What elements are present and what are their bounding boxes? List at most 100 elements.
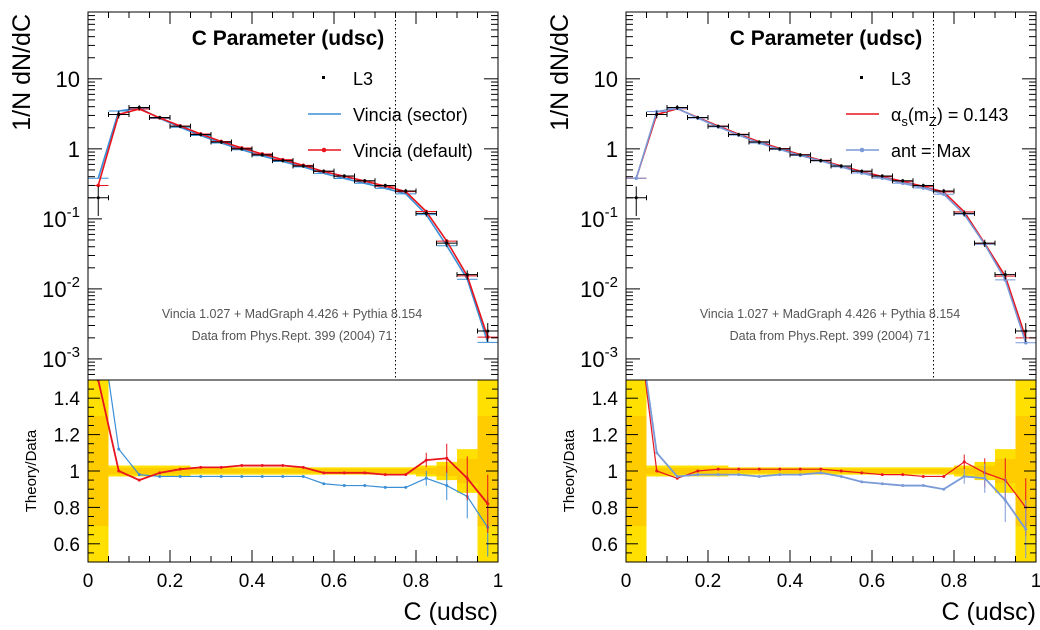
band-bin-inner (749, 468, 770, 474)
data-point (404, 189, 408, 193)
top-frame (87, 11, 499, 381)
legend-alpha: α (891, 105, 901, 125)
annotation-generator: Vincia 1.027 + MadGraph 4.426 + Pythia 8… (700, 307, 960, 321)
ratio-point-1 (798, 467, 802, 471)
ratio-point-1 (635, 306, 638, 309)
ratio-point-1 (655, 469, 659, 473)
ratio-point-2 (675, 474, 679, 478)
x-tick-label: 0.8 (941, 571, 967, 592)
legend-label-2: Vincia (default) (353, 141, 473, 161)
ratio-point-2 (281, 464, 285, 468)
y-tick-base: 10 (594, 67, 618, 92)
band-bin-inner (892, 468, 913, 474)
band-bin-inner (149, 467, 170, 475)
y-tick-label: 10-3 (42, 344, 80, 372)
legend: L3 αs(mZ) = 0.143 ant = Max (846, 69, 1008, 161)
legend-mid: (m (908, 105, 929, 125)
series-point-2 (634, 176, 639, 181)
chart-panel-2: 0 0.2 0.4 0.6 0.8 1C (udsc)10-310-210-11101/N… (546, 11, 1040, 626)
data-point (199, 133, 203, 136)
y-tick-label: 10-2 (42, 274, 80, 302)
y-tick-base: 10 (42, 207, 66, 232)
annotation-generator: Vincia 1.027 + MadGraph 4.426 + Pythia 8… (162, 307, 422, 321)
x-tick-label: 0.4 (239, 571, 266, 592)
y-tick-base: 10 (42, 277, 66, 302)
ratio-point-1 (342, 484, 346, 488)
data-point (716, 124, 720, 128)
y-axis-label: 1/N dN/dC (546, 14, 574, 131)
legend-label-data: L3 (353, 69, 373, 89)
data-point (962, 212, 966, 215)
ratio-point-2 (342, 471, 346, 475)
band-bin-inner (728, 468, 749, 474)
band-bin-inner (810, 468, 831, 474)
ratio-point-2 (240, 464, 244, 468)
y-tick-label: 10-1 (42, 204, 80, 232)
data-point (219, 140, 223, 144)
ratio-tick-label: 1 (69, 462, 80, 483)
x-tick-label: 0.2 (695, 571, 721, 592)
ratio-point-1 (117, 447, 121, 451)
ratio-point-1 (137, 473, 141, 477)
data-point (942, 189, 946, 193)
legend-label-data: L3 (891, 69, 911, 89)
ratio-point-1 (281, 474, 285, 478)
ratio-plot-area (96, 306, 490, 557)
y-axis-label: 1/N dN/dC (8, 14, 36, 131)
x-tick-label: 0 (621, 571, 632, 592)
chart-panel-1: 0 0.2 0.4 0.6 0.8 1C (udsc)10-310-210-11101/N… (8, 11, 503, 626)
series-point-2 (880, 176, 885, 180)
y-tick-exponent: -2 (605, 274, 618, 291)
ratio-point-1 (737, 467, 741, 471)
y-tick-label: 10-1 (580, 204, 618, 232)
data-point (880, 174, 884, 178)
ratio-point-1 (199, 474, 203, 478)
ratio-point-2 (716, 473, 720, 477)
ratio-point-1 (860, 471, 864, 475)
ratio-point-2 (301, 465, 305, 469)
band-bin-inner (872, 468, 893, 474)
band-bin-inner (375, 468, 396, 474)
ratio-line-1 (108, 380, 489, 528)
ratio-tick-label: 1.2 (592, 426, 618, 447)
data-point (342, 174, 346, 178)
y-tick-exponent: -1 (67, 204, 80, 221)
band-bin-inner (272, 468, 293, 474)
band-bin-inner (395, 468, 416, 474)
ratio-point-1 (260, 474, 264, 478)
data-point (363, 179, 367, 183)
y-tick-base: 10 (42, 347, 66, 372)
x-tick-label: 0.4 (777, 571, 804, 592)
x-axis-label: C (udsc) (942, 598, 1036, 625)
ratio-point-1 (158, 474, 162, 478)
data-point (819, 159, 823, 162)
band-bin-inner (933, 468, 954, 474)
data-point (921, 184, 925, 187)
annotation-data-source: Data from Phys.Rept. 399 (2004) 71 (730, 329, 931, 343)
ratio-point-1 (97, 306, 100, 309)
ratio-tick-label: 0.6 (592, 535, 618, 556)
series-point-2 (941, 192, 946, 197)
x-axis-label: C (udsc) (404, 598, 498, 625)
ratio-line-2 (645, 380, 1027, 530)
ratio-point-1 (901, 473, 905, 477)
data-point (860, 169, 864, 173)
ratio-point-2 (798, 473, 802, 477)
legend-label-1: Vincia (sector) (353, 105, 468, 125)
y-tick-label: 10 (56, 67, 80, 92)
y-tick-exponent: -3 (605, 344, 618, 361)
ratio-point-2 (137, 478, 141, 482)
ratio-point-2 (117, 469, 121, 473)
data-point (158, 116, 162, 119)
ratio-point-1 (178, 474, 182, 478)
y-tick-label: 10-3 (580, 344, 618, 372)
data-point (696, 116, 700, 119)
legend-sub: s (901, 114, 908, 129)
x-tick-label: 0.6 (859, 571, 885, 592)
data-point (240, 147, 244, 151)
band-bin-inner (851, 468, 872, 474)
ratio-point-2 (901, 484, 905, 488)
ratio-point-2 (696, 473, 700, 477)
ratio-point-2 (363, 471, 367, 475)
ratio-point-1 (716, 467, 720, 471)
